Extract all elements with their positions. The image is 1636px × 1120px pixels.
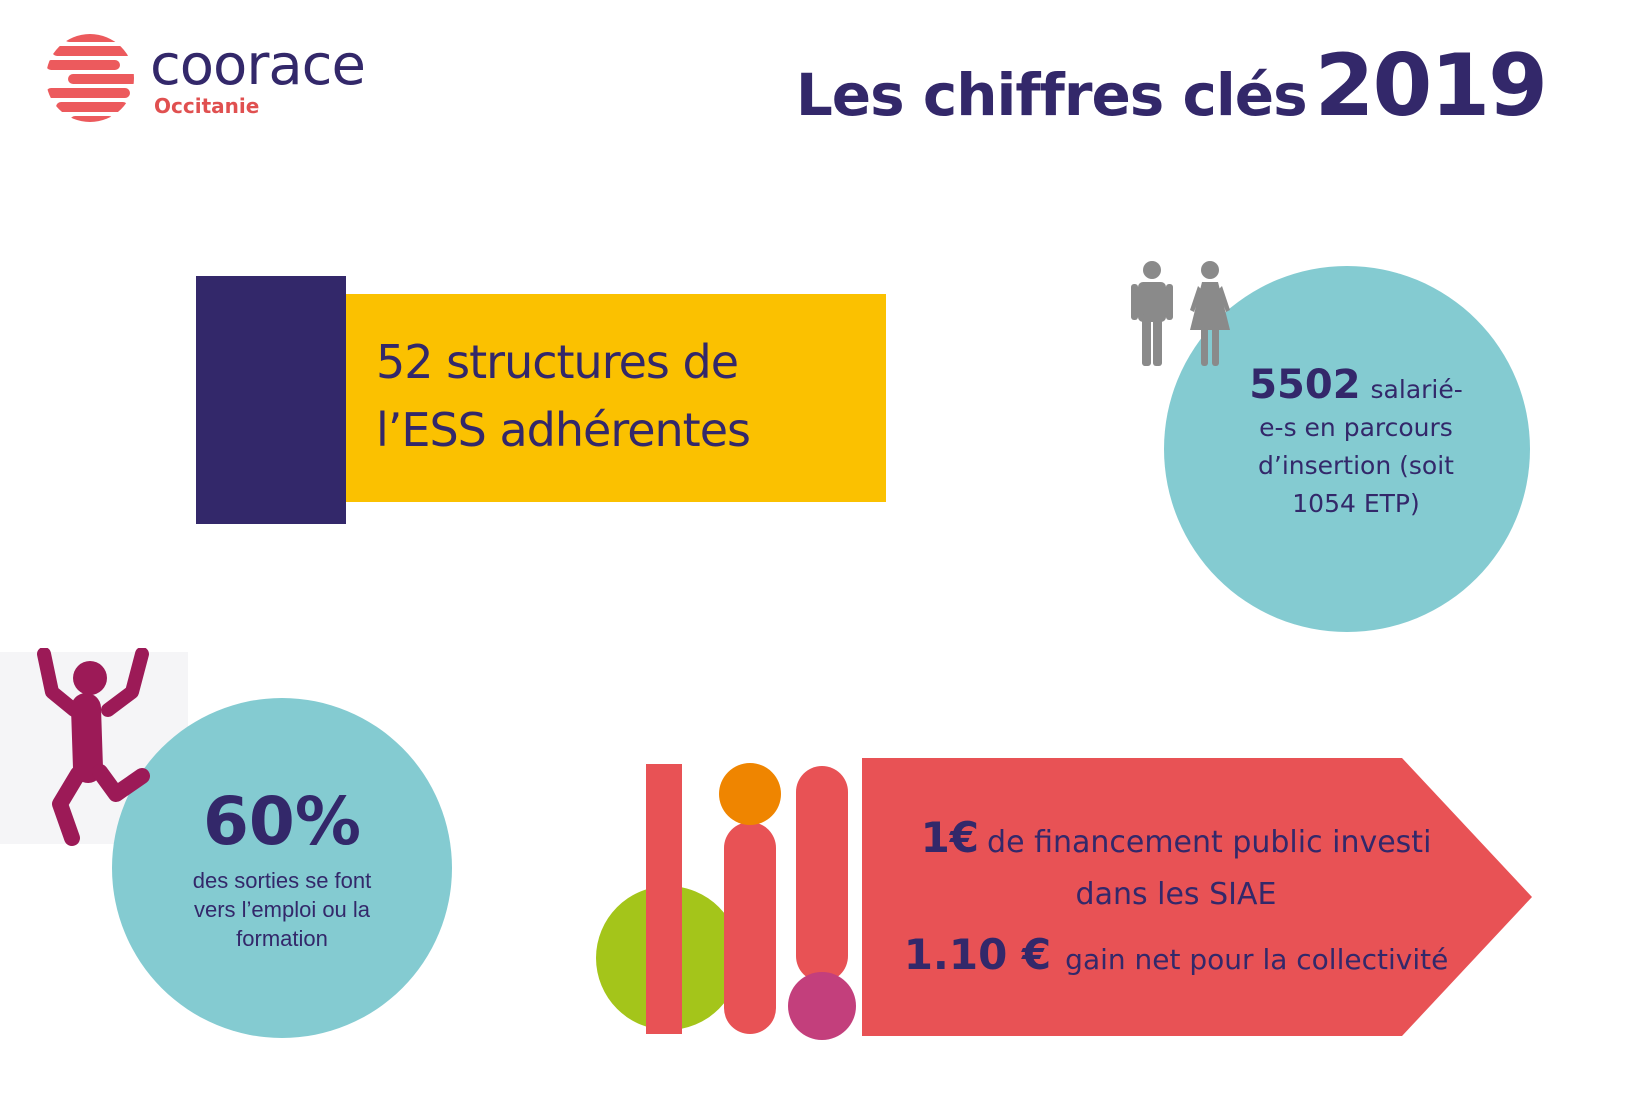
financement-amount-1: 1€ (920, 813, 980, 862)
red-arrow-banner (862, 758, 1532, 1036)
financement-line-1: 1€ de financement public investi (866, 812, 1486, 869)
salaries-number: 5502 (1249, 362, 1361, 408)
logo-region: Occitanie (154, 94, 260, 118)
logo-name: coorace (150, 33, 366, 98)
page-title: Les chiffres clés2019 (795, 36, 1548, 160)
yellow-box (346, 294, 886, 502)
salaries-text-line-4: 1054 ETP) (1292, 489, 1420, 518)
financement-amount-2: 1.10 € (903, 930, 1052, 979)
magenta-circle-icon (788, 972, 856, 1040)
salaries-stat: 5502 salarié- e-s en parcours d’insertion… (1206, 365, 1506, 523)
salaries-text-line-2: e-s en parcours (1259, 413, 1453, 442)
navy-bar (196, 276, 346, 524)
title-year: 2019 (1314, 36, 1548, 136)
red-column (646, 764, 682, 1034)
financement-graphic (596, 763, 856, 1040)
coorace-logo-mark-icon (46, 34, 134, 122)
sorties-label: des sorties se font vers l’emploi ou la … (192, 868, 372, 951)
salaries-text-line-1: salarié- (1370, 375, 1463, 404)
coorace-logo: coorace Occitanie (46, 30, 476, 130)
financement-text-3: gain net pour la collectivité (1065, 943, 1449, 976)
sorties-circle (112, 698, 452, 1038)
red-pill (724, 822, 776, 1034)
orange-circle-icon (719, 763, 781, 825)
title-text: Les chiffres clés (795, 61, 1308, 129)
man-woman-icon (1131, 261, 1230, 366)
structures-line-2: l’ESS adhérentes (376, 403, 751, 457)
red-pill-top (796, 766, 848, 982)
financement-text-1: de financement public investi (987, 825, 1432, 860)
financement-line-3: 1.10 € gain net pour la collectivité (866, 929, 1486, 986)
financement-stat: 1€ de financement public investi dans les… (866, 812, 1486, 986)
structures-line-1: 52 structures de (376, 335, 739, 389)
salaries-text-line-3: d’insertion (soit (1258, 451, 1454, 480)
financement-text-2: dans les SIAE (1075, 877, 1277, 912)
jumping-person-icon (37, 648, 150, 846)
structures-stat: 52 structures de l’ESS adhérentes (376, 328, 876, 464)
sorties-percent: 60% (203, 783, 361, 860)
